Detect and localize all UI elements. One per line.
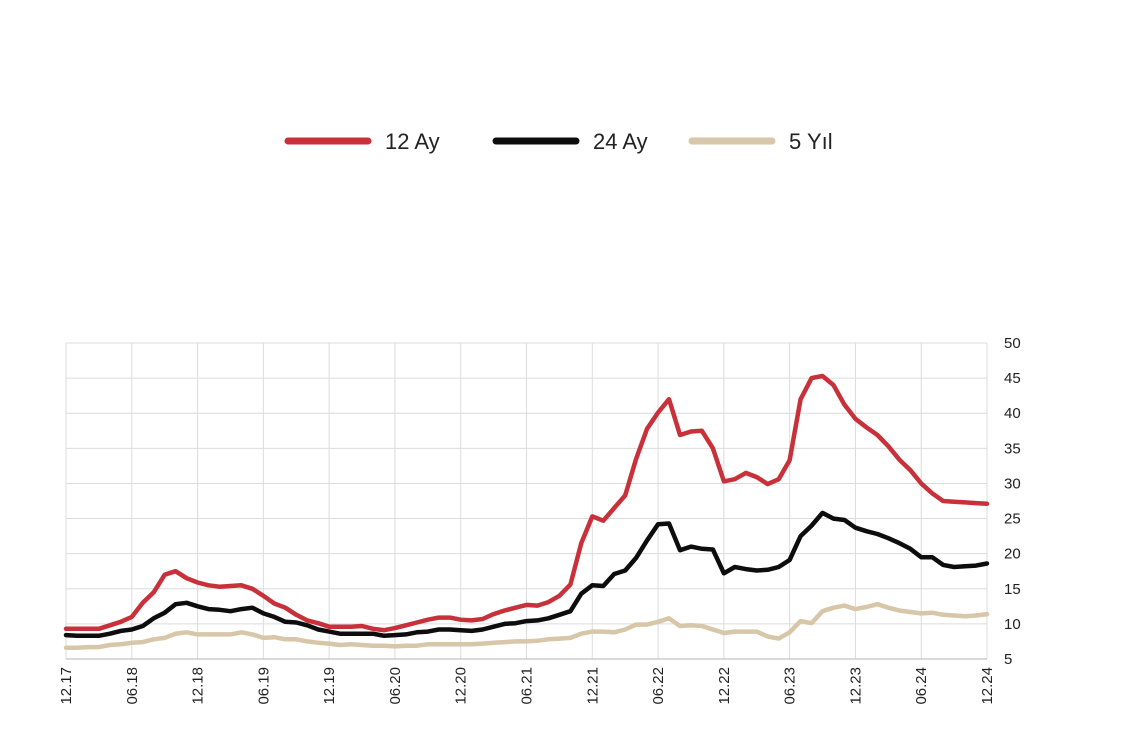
x-tick-label: 06.18 <box>124 667 141 705</box>
y-tick-label: 30 <box>1004 475 1021 492</box>
chart-gridlines <box>65 342 988 659</box>
y-tick-label: 25 <box>1004 511 1021 528</box>
x-tick-label: 12.17 <box>58 667 75 705</box>
y-tick-label: 15 <box>1004 581 1021 598</box>
y-tick-label: 50 <box>1004 335 1021 352</box>
series-line-3 <box>63 601 990 651</box>
x-tick-label: 06.23 <box>782 667 799 705</box>
legend-label-1: 12 Ay <box>385 129 440 154</box>
x-tick-label: 12.20 <box>453 667 470 705</box>
series-line-2 <box>63 510 990 639</box>
x-tick-label: 06.21 <box>519 667 536 705</box>
y-tick-label: 35 <box>1004 440 1021 457</box>
y-tick-label: 45 <box>1004 370 1021 387</box>
y-tick-label: 5 <box>1004 651 1012 668</box>
x-tick-label: 12.18 <box>190 667 207 705</box>
series-line-1 <box>63 373 990 633</box>
x-tick-label: 12.19 <box>321 667 338 705</box>
x-tick-label: 12.22 <box>716 667 733 705</box>
chart-series <box>63 373 990 651</box>
x-tick-label: 06.22 <box>650 667 667 705</box>
legend-label-2: 24 Ay <box>593 129 648 154</box>
x-tick-label: 12.24 <box>979 667 996 705</box>
x-tick-label: 06.19 <box>255 667 272 705</box>
x-tick-label: 12.23 <box>847 667 864 705</box>
y-tick-label: 40 <box>1004 405 1021 422</box>
x-axis-tick-labels: 12.17 06.18 12.18 06.19 12.19 06.20 12.20 06.21… <box>58 667 996 705</box>
y-tick-label: 20 <box>1004 546 1021 563</box>
x-tick-label: 06.24 <box>913 667 930 705</box>
y-tick-label: 10 <box>1004 616 1021 633</box>
chart-legend: 12 Ay 24 Ay 5 Yıl <box>284 129 833 154</box>
legend-label-3: 5 Yıl <box>789 129 833 154</box>
x-tick-label: 06.20 <box>387 667 404 705</box>
x-tick-label: 12.21 <box>584 667 601 705</box>
y-axis-tick-labels: 5 10 15 20 25 30 35 40 45 50 <box>1004 335 1021 668</box>
